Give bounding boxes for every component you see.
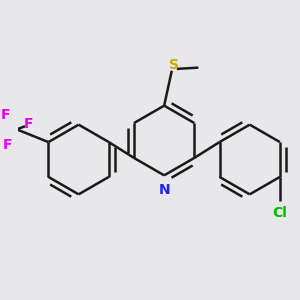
Text: F: F <box>3 138 13 152</box>
Text: N: N <box>159 183 171 197</box>
Text: S: S <box>169 58 179 72</box>
Text: F: F <box>23 117 33 131</box>
Text: F: F <box>1 109 10 122</box>
Text: Cl: Cl <box>272 206 287 220</box>
